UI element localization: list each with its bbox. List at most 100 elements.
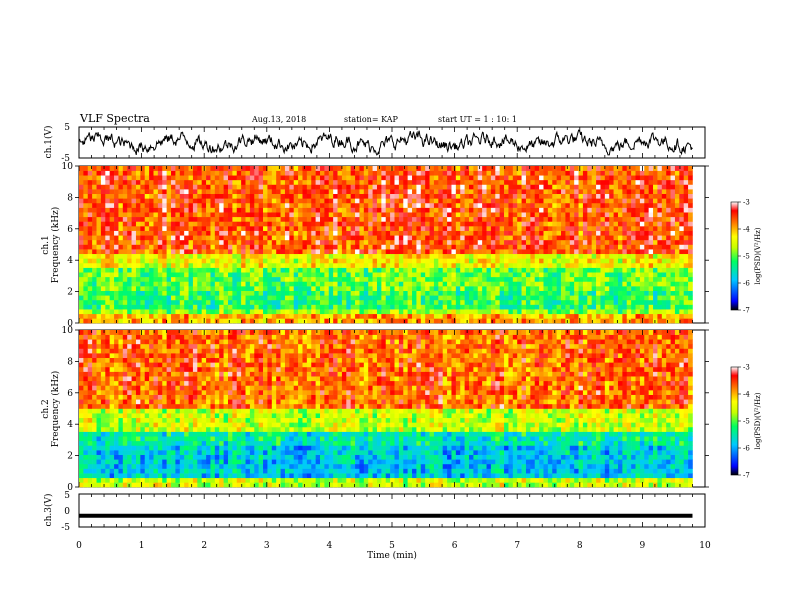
spectrogram-cell [109, 272, 115, 278]
spectrogram-cell [596, 249, 601, 255]
spectrogram-cell [162, 193, 167, 199]
spectrogram-cell [666, 281, 671, 287]
spectrogram-cell [412, 235, 417, 241]
spectrogram-cell [657, 313, 663, 319]
spectrogram-cell [477, 299, 483, 305]
spectrogram-cell [683, 239, 689, 245]
spectrogram-cell [547, 258, 553, 264]
spectrogram-cell [346, 313, 351, 319]
spectrogram-cell [631, 295, 636, 301]
spectrogram-cell [355, 235, 360, 241]
spectrogram-cell [245, 212, 251, 218]
spectrogram-cell [171, 170, 176, 176]
spectrogram-cell [381, 299, 387, 305]
spectrogram-cell [355, 262, 360, 268]
spectrogram-cell [341, 267, 347, 273]
spectrogram-cell [83, 281, 89, 287]
spectrogram-cell [127, 170, 132, 176]
spectrogram-cell [87, 459, 93, 465]
spectrogram-cell [403, 226, 408, 231]
spectrogram-cell [201, 216, 207, 222]
spectrogram-cell [622, 281, 628, 287]
spectrogram-cell [661, 313, 667, 319]
spectrogram-cell [87, 366, 93, 372]
spectrogram-cell [263, 299, 268, 305]
spectrogram-cell [674, 226, 680, 231]
spectrogram-cell [118, 286, 124, 291]
spectrogram-cell [433, 262, 439, 268]
spectrogram-cell [140, 267, 146, 273]
spectrogram-cell [490, 272, 496, 278]
spectrogram-cell [96, 179, 102, 185]
spectrogram-cell [79, 295, 84, 301]
spectrogram-cell [122, 276, 128, 282]
spectrogram-cell [499, 272, 505, 278]
spectrogram-cell [254, 216, 259, 222]
spectrogram-cell [197, 170, 202, 176]
spectrogram-cell [617, 267, 623, 273]
spectrogram-cell [179, 170, 185, 176]
spectrogram-cell [175, 272, 181, 278]
spectrogram-cell [368, 230, 373, 236]
spectrogram-cell [504, 166, 509, 171]
spectrogram-cell [302, 198, 308, 204]
spectrogram-cell [591, 267, 597, 273]
spectrogram-cell [219, 262, 224, 268]
spectrogram-cell [517, 267, 522, 273]
spectrogram-cell [582, 207, 588, 213]
spectrogram-cell [153, 253, 159, 259]
spectrogram-cell [227, 184, 233, 190]
spectrogram-cell [530, 249, 536, 255]
spectrogram-cell [578, 313, 584, 319]
spectrogram-cell [324, 318, 330, 324]
spectrogram-cell [337, 212, 343, 218]
spectrogram-cell [324, 170, 330, 176]
spectrogram-cell [508, 179, 514, 185]
spectrogram-cell [368, 189, 373, 195]
spectrogram-cell [679, 216, 685, 222]
spectrogram-cell [517, 313, 522, 319]
spectrogram-cell [460, 313, 465, 319]
spectrogram-cell [271, 212, 277, 218]
spectrogram-cell [267, 175, 273, 181]
spectrogram-cell [464, 262, 470, 268]
spectrogram-cell [166, 166, 172, 171]
spectrogram-cell [363, 286, 369, 291]
spectrogram-cell [114, 286, 119, 291]
spectrogram-cell [482, 244, 487, 250]
spectrogram-cell [455, 221, 461, 227]
spectrogram-cell [521, 313, 527, 319]
spectrogram-cell [420, 193, 426, 199]
spectrogram-cell [188, 230, 194, 236]
spectrogram-cell [539, 276, 544, 282]
spectrogram-cell [512, 175, 518, 181]
spectrogram-cell [306, 202, 312, 208]
spectrogram-cell [490, 166, 496, 171]
spectrogram-cell [249, 207, 255, 213]
spectrogram-cell [206, 212, 211, 218]
spectrogram-cell [385, 295, 391, 301]
spectrogram-cell [477, 258, 483, 264]
spectrogram-cell [600, 221, 606, 227]
spectrogram-cell [661, 249, 667, 255]
spectrogram-cell [284, 313, 290, 319]
spectrogram-cell [534, 253, 540, 259]
spectrogram-cell [140, 175, 146, 181]
spectrogram-cell [122, 202, 128, 208]
spectrogram-cell [525, 235, 531, 241]
spectrogram-cell [144, 309, 150, 315]
spectrogram-cell [79, 235, 84, 241]
spectrogram-cell [232, 262, 238, 268]
spectrogram-cell [547, 267, 553, 273]
spectrogram-cell [258, 198, 264, 204]
spectrogram-cell [622, 189, 628, 195]
spectrogram-cell [201, 170, 207, 176]
spectrogram-cell [315, 230, 321, 236]
spectrogram-cell [569, 212, 575, 218]
spectrogram-cell [517, 309, 522, 315]
spectrogram-cell [543, 272, 549, 278]
spectrogram-cell [425, 281, 430, 287]
spectrogram-cell [192, 175, 198, 181]
spectrogram-cell [539, 286, 544, 291]
spectrogram-cell [175, 166, 181, 171]
